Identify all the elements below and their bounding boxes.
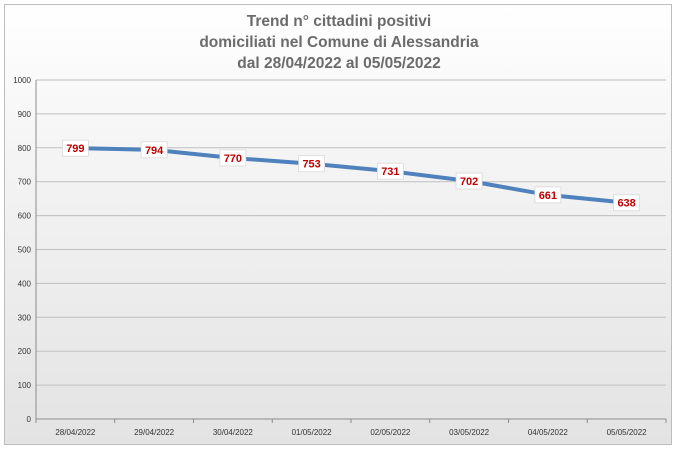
- y-tick-label: 0: [27, 415, 32, 424]
- data-label: 794: [145, 145, 164, 157]
- data-label-box: [534, 186, 562, 204]
- chart-title-line-1: Trend n° cittadini positivi: [246, 13, 432, 30]
- y-tick-label: 800: [18, 144, 32, 153]
- x-tick-label: 01/05/2022: [292, 428, 333, 437]
- x-tick-label: 28/04/2022: [55, 428, 96, 437]
- data-label: 731: [381, 166, 399, 178]
- x-tick-label: 05/05/2022: [607, 428, 648, 437]
- data-label-box: [140, 141, 168, 159]
- data-label-box: [613, 194, 641, 212]
- x-tick-label: 29/04/2022: [134, 428, 175, 437]
- chart-frame: Trend n° cittadini positivi domiciliati …: [4, 4, 672, 445]
- data-label: 770: [224, 153, 242, 165]
- chart-title-line-3: dal 28/04/2022 al 05/05/2022: [237, 55, 441, 72]
- y-tick-label: 500: [18, 246, 32, 255]
- data-label: 799: [66, 143, 84, 155]
- data-label-box: [376, 162, 404, 180]
- chart-title-line-2: domiciliati nel Comune di Alessandria: [199, 34, 479, 51]
- chart-title: Trend n° cittadini positivi domiciliati …: [5, 11, 673, 74]
- y-tick-label: 900: [18, 110, 32, 119]
- x-tick-label: 04/05/2022: [528, 428, 569, 437]
- data-label: 661: [539, 190, 557, 202]
- y-tick-label: 400: [18, 279, 32, 288]
- data-label: 753: [302, 159, 320, 171]
- data-label-box: [298, 155, 326, 173]
- y-tick-label: 600: [18, 212, 32, 221]
- data-label: 702: [460, 176, 478, 188]
- y-tick-label: 1000: [13, 76, 31, 85]
- x-tick-label: 03/05/2022: [449, 428, 490, 437]
- y-tick-label: 300: [18, 313, 32, 322]
- y-tick-label: 700: [18, 178, 32, 187]
- x-tick-label: 02/05/2022: [370, 428, 411, 437]
- y-tick-label: 100: [18, 381, 32, 390]
- data-label-box: [219, 149, 247, 167]
- x-tick-label: 30/04/2022: [213, 428, 254, 437]
- y-tick-label: 200: [18, 347, 32, 356]
- line-chart: 0 100 200 300 400 500 600 700 800 900 1000 28/04/20…: [13, 76, 667, 437]
- data-label-box: [61, 139, 89, 157]
- data-label-box: [455, 172, 483, 190]
- data-label: 638: [617, 198, 635, 210]
